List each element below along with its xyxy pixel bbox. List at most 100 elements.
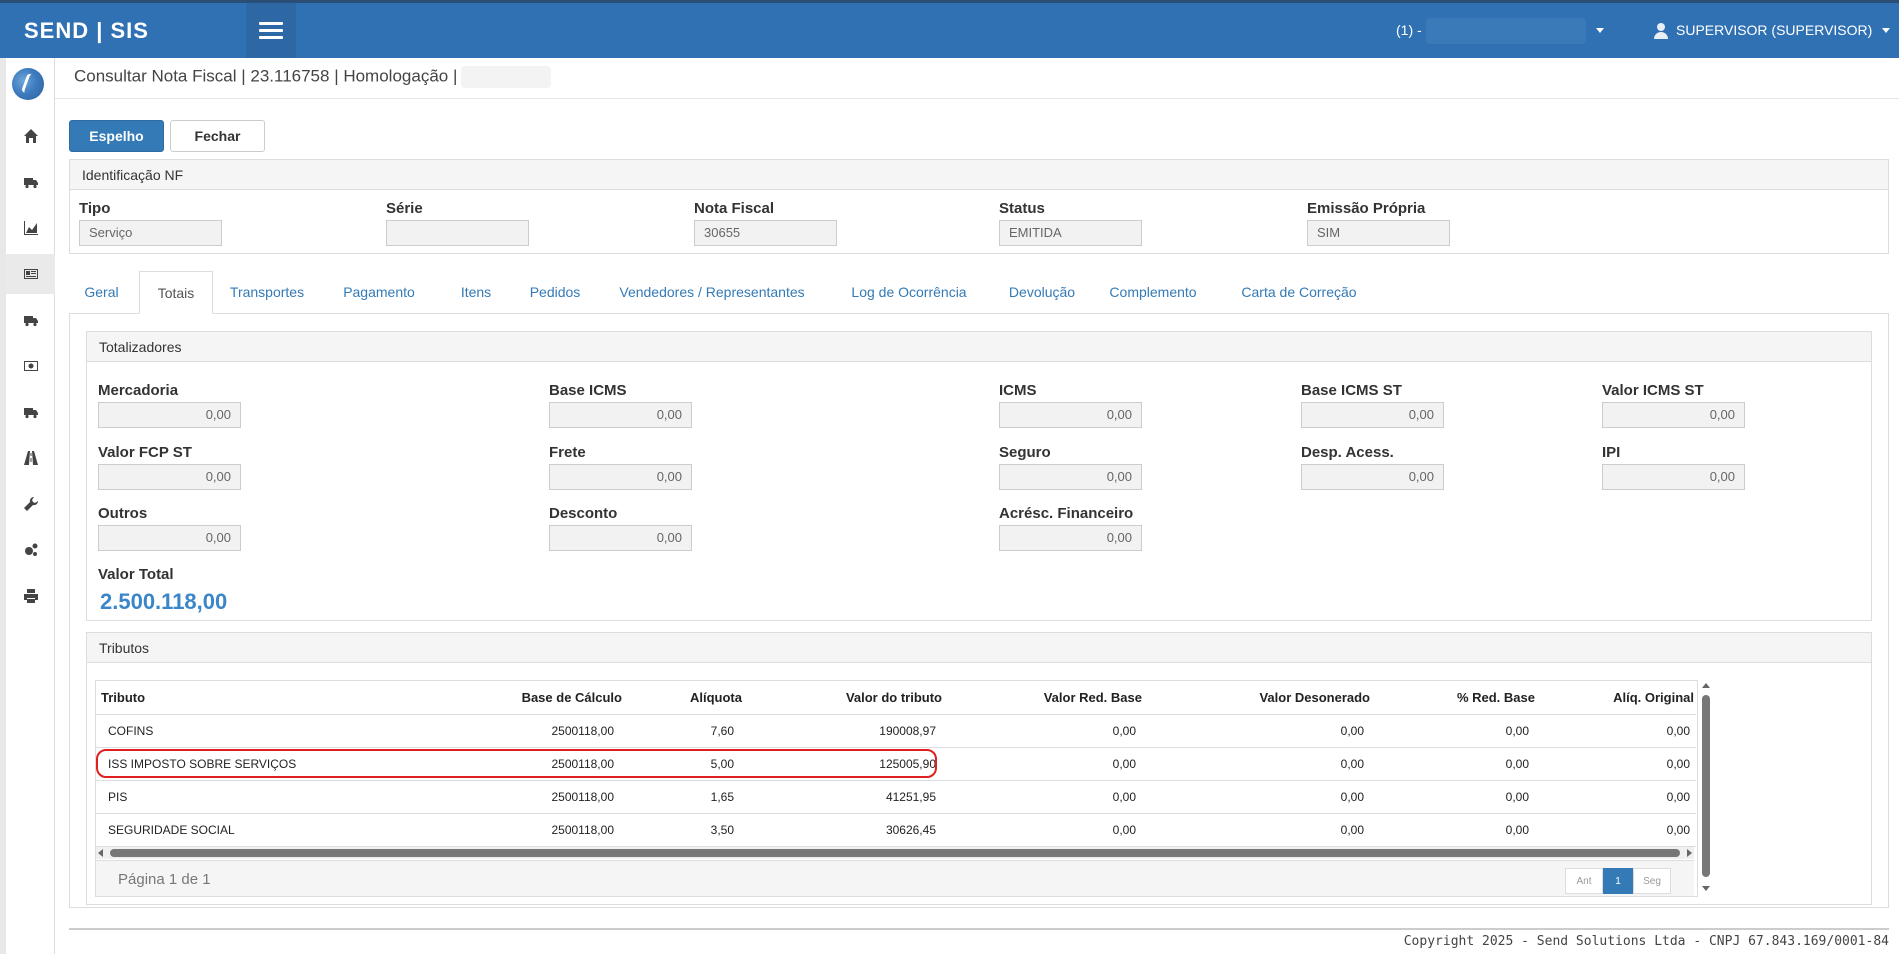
cell-aliq-original: 0,00 — [1539, 714, 1696, 748]
seguro-field[interactable]: 0,00 — [999, 464, 1142, 490]
company-selector[interactable]: (1) - — [1396, 3, 1604, 58]
tipo-field[interactable]: Serviço — [79, 220, 222, 246]
mercadoria-field[interactable]: 0,00 — [98, 402, 241, 428]
base-icms-label: Base ICMS — [549, 382, 627, 399]
col-aliquota[interactable]: Alíquota — [626, 681, 746, 715]
highlight-annotation — [96, 749, 937, 778]
mirror-button[interactable]: Espelho — [69, 120, 164, 152]
base-icms-field[interactable]: 0,00 — [549, 402, 692, 428]
cell-base-calculo: 2500118,00 — [416, 714, 626, 748]
identification-panel: Identificação NF — [69, 159, 1889, 254]
tributos-heading: Tributos — [87, 633, 1871, 663]
cell-valor-desonerado: 0,00 — [1146, 813, 1374, 847]
tab-carta-correcao[interactable]: Carta de Correção — [1241, 284, 1357, 300]
col-tributo[interactable]: Tributo — [96, 681, 416, 715]
scroll-up-icon[interactable] — [1702, 683, 1710, 688]
tab-complemento[interactable]: Complemento — [1109, 284, 1197, 300]
scroll-left-icon[interactable] — [98, 849, 103, 857]
mercadoria-label: Mercadoria — [98, 382, 179, 399]
home-icon[interactable] — [6, 116, 55, 156]
tab-transportes[interactable]: Transportes — [229, 284, 305, 300]
desp-acess-field[interactable]: 0,00 — [1301, 464, 1444, 490]
col-aliq-original[interactable]: Alíq. Original — [1539, 681, 1696, 715]
vertical-scrollbar[interactable] — [1700, 681, 1712, 893]
invoice-icon[interactable] — [6, 254, 55, 294]
table-row[interactable]: PIS 2500118,00 1,65 41251,95 0,00 0,00 0… — [96, 780, 1696, 814]
chevron-down-icon — [1882, 28, 1891, 33]
valor-icms-st-label: Valor ICMS ST — [1602, 382, 1704, 399]
cell-valor-desonerado: 0,00 — [1146, 714, 1374, 748]
tab-geral[interactable]: Geral — [84, 284, 119, 300]
nota-fiscal-field[interactable]: 30655 — [694, 220, 837, 246]
table-row[interactable]: ISS IMPOSTO SOBRE SERVIÇOS 2500118,00 5,… — [96, 747, 1696, 781]
frete-field[interactable]: 0,00 — [549, 464, 692, 490]
valor-fcp-st-field[interactable]: 0,00 — [98, 464, 241, 490]
close-button[interactable]: Fechar — [170, 120, 265, 152]
next-page-button[interactable]: Seg — [1633, 868, 1671, 894]
page-1-button[interactable]: 1 — [1603, 868, 1633, 894]
col-valor-tributo[interactable]: Valor do tributo — [746, 681, 946, 715]
brand-logo: SEND | SIS — [24, 18, 149, 43]
cell-valor-desonerado: 0,00 — [1146, 780, 1374, 814]
cell-aliq-original: 0,00 — [1539, 780, 1696, 814]
col-pct-red-base[interactable]: % Red. Base — [1374, 681, 1539, 715]
chart-icon[interactable] — [6, 208, 55, 248]
acresc-financeiro-field[interactable]: 0,00 — [999, 525, 1142, 551]
tab-itens[interactable]: Itens — [460, 284, 492, 300]
shipping-icon[interactable] — [6, 392, 55, 432]
truck-icon[interactable] — [6, 162, 55, 202]
table-header-row: Tributo Base de Cálculo Alíquota Valor d… — [96, 681, 1696, 715]
cell-tributo: SEGURIDADE SOCIAL — [96, 813, 416, 847]
outros-field[interactable]: 0,00 — [98, 525, 241, 551]
emissao-propria-field[interactable]: SIM — [1307, 220, 1450, 246]
ipi-field[interactable]: 0,00 — [1602, 464, 1745, 490]
hamburger-icon — [259, 20, 283, 41]
col-valor-red-base[interactable]: Valor Red. Base — [946, 681, 1146, 715]
cell-base-calculo: 2500118,00 — [416, 747, 626, 781]
tab-log-ocorrencia[interactable]: Log de Ocorrência — [851, 284, 967, 300]
cell-valor-red-base: 0,00 — [946, 747, 1146, 781]
printer-icon[interactable] — [6, 576, 55, 616]
wrench-icon[interactable] — [6, 484, 55, 524]
gears-icon[interactable] — [6, 530, 55, 570]
cell-pct-red-base: 0,00 — [1374, 714, 1539, 748]
tab-vendedores[interactable]: Vendedores / Representantes — [619, 284, 805, 300]
cell-valor-red-base: 0,00 — [946, 780, 1146, 814]
col-base-calculo[interactable]: Base de Cálculo — [416, 681, 626, 715]
tab-devolucao[interactable]: Devolução — [1008, 284, 1076, 300]
cell-tributo: PIS — [96, 780, 416, 814]
tab-pedidos[interactable]: Pedidos — [529, 284, 581, 300]
desconto-label: Desconto — [549, 505, 618, 522]
scrollbar-thumb[interactable] — [1702, 695, 1710, 877]
cell-valor-red-base: 0,00 — [946, 714, 1146, 748]
menu-toggle-button[interactable] — [246, 3, 296, 58]
road-icon[interactable] — [6, 438, 55, 478]
horizontal-scrollbar[interactable] — [96, 847, 1694, 859]
base-icms-st-field[interactable]: 0,00 — [1301, 402, 1444, 428]
frete-label: Frete — [549, 444, 586, 461]
valor-icms-st-field[interactable]: 0,00 — [1602, 402, 1745, 428]
icms-label: ICMS — [999, 382, 1037, 399]
delivery-truck-icon[interactable] — [6, 300, 55, 340]
top-navbar: SEND | SIS (1) - SUPERVISOR (SUPERVISOR) — [0, 0, 1899, 58]
valor-fcp-st-label: Valor FCP ST — [98, 444, 192, 461]
prev-page-button[interactable]: Ant — [1565, 868, 1603, 894]
money-icon[interactable] — [6, 346, 55, 386]
scrollbar-thumb[interactable] — [110, 849, 1680, 857]
col-valor-desonerado[interactable]: Valor Desonerado — [1146, 681, 1374, 715]
valor-total-value: 2.500.118,00 — [100, 589, 228, 614]
serie-field[interactable] — [386, 220, 529, 246]
table-row[interactable]: SEGURIDADE SOCIAL 2500118,00 3,50 30626,… — [96, 813, 1696, 847]
icms-field[interactable]: 0,00 — [999, 402, 1142, 428]
scroll-down-icon[interactable] — [1702, 886, 1710, 891]
pagination-bar: Página 1 de 1 Ant 1 Seg — [96, 860, 1694, 896]
serie-label: Série — [386, 200, 423, 217]
user-menu[interactable]: SUPERVISOR (SUPERVISOR) — [1654, 3, 1891, 58]
tab-pagamento[interactable]: Pagamento — [343, 284, 415, 300]
tab-totais[interactable]: Totais — [139, 271, 213, 314]
table-row[interactable]: COFINS 2500118,00 7,60 190008,97 0,00 0,… — [96, 714, 1696, 748]
status-field[interactable]: EMITIDA — [999, 220, 1142, 246]
scroll-right-icon[interactable] — [1687, 849, 1692, 857]
divider — [55, 98, 1899, 99]
desconto-field[interactable]: 0,00 — [549, 525, 692, 551]
